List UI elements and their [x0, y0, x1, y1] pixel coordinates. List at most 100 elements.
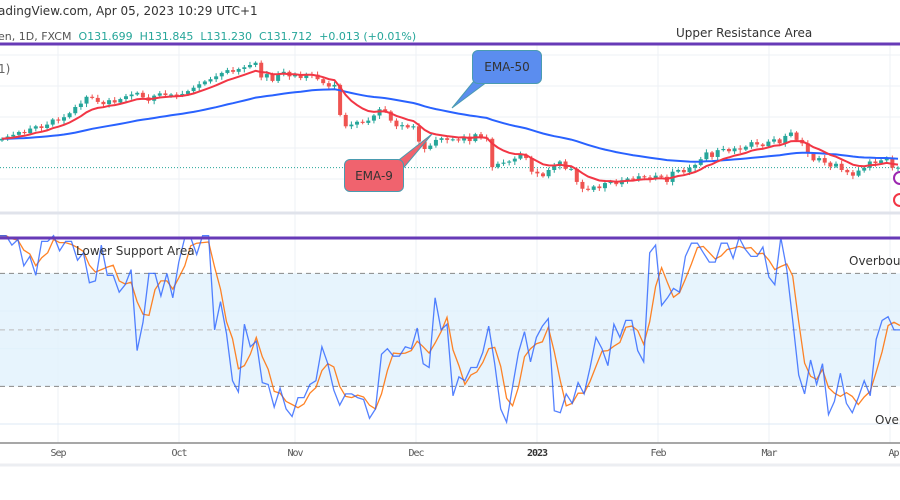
candle [495, 161, 500, 169]
candle-body [45, 124, 50, 128]
candle [839, 160, 844, 173]
candle [101, 100, 106, 107]
candle [394, 118, 399, 130]
candle-body [107, 100, 112, 105]
candle-body [495, 163, 500, 168]
candle [123, 93, 128, 102]
candle-body [546, 170, 551, 177]
candle [355, 120, 360, 129]
candle-body [39, 126, 44, 128]
candle [157, 91, 162, 98]
candle-body [490, 138, 495, 168]
candle-body [129, 94, 134, 97]
symbol-ohlc-legend: en, 1D, FXCM O131.699 H131.845 L131.230 C131… [0, 30, 416, 43]
close-value: C131.712 [258, 30, 313, 43]
candle [349, 121, 354, 130]
candle-body [400, 125, 405, 127]
candle [512, 156, 517, 165]
candle-body [512, 158, 517, 162]
candle-body [817, 158, 822, 161]
candle-body [828, 162, 833, 167]
candle [766, 139, 771, 148]
candle [518, 151, 523, 161]
candle [462, 134, 467, 144]
candle-body [95, 97, 100, 102]
candles [0, 60, 900, 193]
candle-body [540, 173, 545, 177]
candle-body [360, 121, 365, 123]
candle-body [777, 139, 782, 144]
candle [738, 145, 743, 154]
candle [755, 139, 760, 148]
candle [321, 77, 326, 86]
candle-body [811, 153, 816, 161]
candle [202, 80, 207, 86]
candle-body [247, 65, 252, 68]
candle [850, 170, 855, 180]
candle [439, 136, 444, 143]
candle [371, 114, 376, 124]
candle-body [264, 74, 269, 78]
candle [715, 147, 720, 161]
candle-body [73, 107, 78, 114]
x-tick-apr: Apr [888, 448, 900, 459]
candle-body [321, 79, 326, 84]
candle-body [884, 158, 889, 161]
candle [783, 133, 788, 147]
candle-body [315, 74, 320, 80]
candle-body [259, 62, 264, 78]
candle-body [0, 138, 4, 141]
candle [95, 94, 100, 104]
candle-body [332, 84, 337, 87]
candle [845, 168, 850, 176]
candle [788, 129, 793, 138]
candle-body [614, 181, 619, 185]
candle [743, 145, 748, 151]
candle-body [772, 139, 777, 142]
candle [45, 121, 50, 130]
candle [417, 123, 422, 145]
candle-body [388, 111, 393, 121]
candle [681, 167, 686, 175]
candle-body [726, 149, 731, 152]
candle-body [676, 170, 681, 172]
candle-body [366, 120, 371, 123]
candle-body [642, 176, 647, 178]
candle [61, 114, 66, 125]
candle-body [850, 172, 855, 176]
candle-body [580, 181, 585, 189]
candle-body [749, 142, 754, 147]
candle-body [574, 168, 579, 182]
candle-body [524, 154, 529, 159]
candle [693, 163, 698, 172]
candle [219, 71, 224, 80]
candle-body [879, 160, 884, 164]
candle-body [208, 79, 213, 82]
candle-body [478, 134, 483, 138]
candle [73, 104, 78, 116]
x-tick-mar: Mar [761, 448, 777, 459]
candle-body [11, 134, 16, 137]
symbol-label: en, 1D, FXCM [0, 30, 72, 43]
candle [732, 146, 737, 155]
x-tick-oct: Oct [171, 448, 187, 459]
candle-body [710, 152, 715, 157]
candle-body [343, 114, 348, 127]
high-value: H131.845 [139, 30, 194, 43]
candle-body [276, 73, 281, 81]
stoch-level-lines [0, 272, 900, 387]
candle [445, 135, 450, 144]
candle-body [755, 142, 760, 145]
candle-body [338, 84, 343, 115]
candle-body [518, 154, 523, 159]
candle [676, 168, 681, 174]
upper-resistance-label: Upper Resistance Area [676, 26, 813, 40]
candle-body [174, 94, 179, 96]
candle [433, 136, 438, 148]
candle-body [687, 167, 692, 173]
candle-body [845, 170, 850, 173]
candle-body [118, 99, 123, 103]
indicator-legend-fragment: 1) [0, 62, 11, 76]
candle [22, 129, 27, 135]
